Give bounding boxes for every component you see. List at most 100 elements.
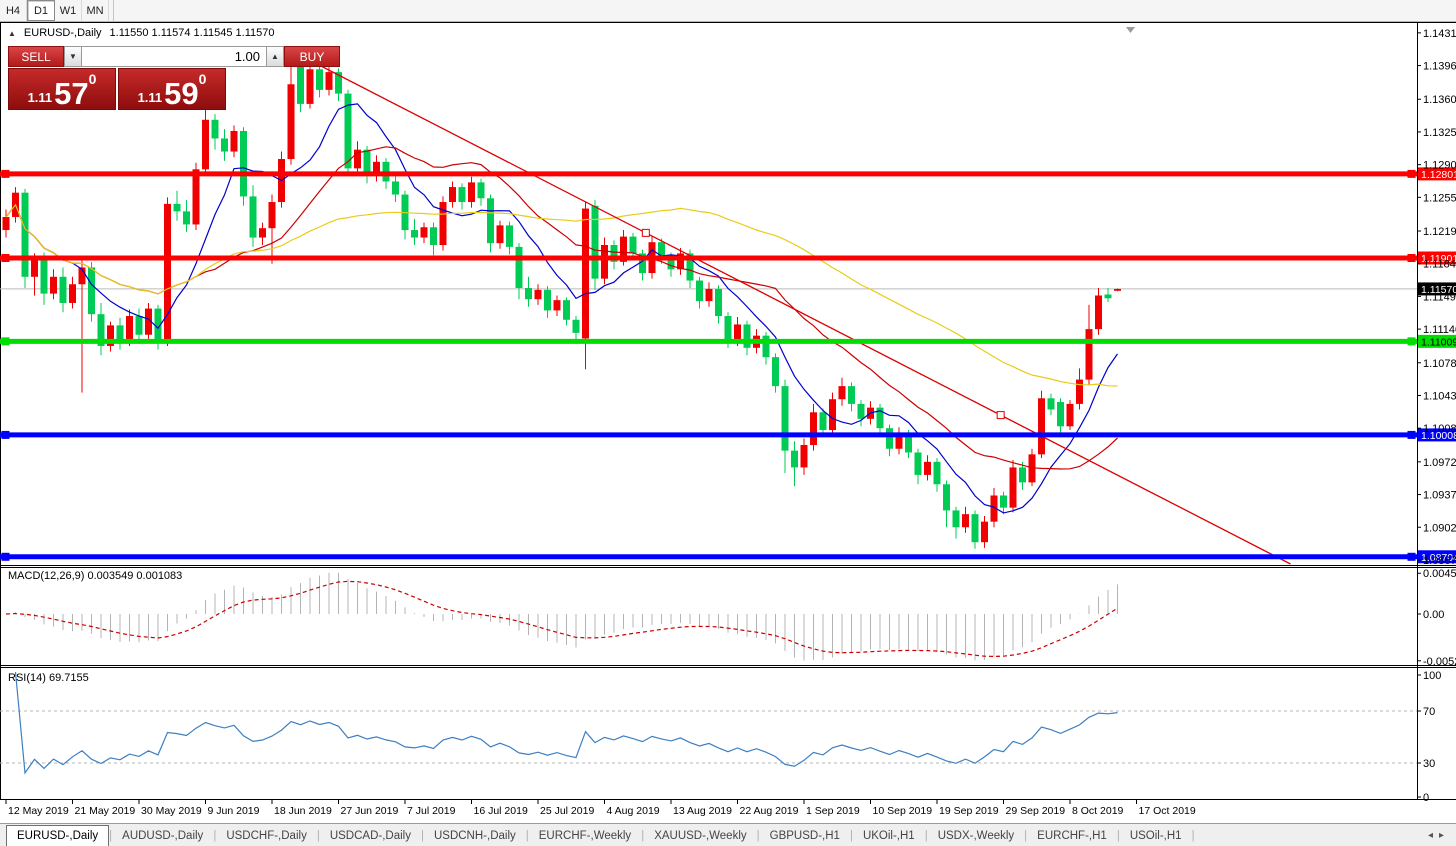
- level-handle-right[interactable]: [1407, 552, 1416, 561]
- price-badge-label: 1.08704: [1421, 552, 1456, 564]
- tab-separator: |: [1116, 829, 1120, 842]
- macd-histogram: [15, 572, 1118, 661]
- tab-gbpusd-h1[interactable]: GBPUSD-,H1: [769, 829, 840, 842]
- date-tick-label: 9 Jun 2019: [208, 805, 260, 817]
- tab-ukoil-h1[interactable]: UKOil-,H1: [862, 829, 915, 842]
- rsi-label: RSI(14) 69.7155: [8, 672, 89, 684]
- sell-price-prefix: 1.11: [27, 90, 53, 106]
- date-tick-label: 22 Aug 2019: [740, 805, 799, 817]
- price-tick-label: 1.10080: [1423, 423, 1456, 435]
- tab-separator: |: [1024, 829, 1028, 842]
- ma-line-55[interactable]: [5, 203, 1118, 387]
- level-handle-right[interactable]: [1407, 430, 1416, 439]
- price-tick-label: 1.14310: [1423, 28, 1456, 40]
- chart-area[interactable]: 1.12801 1.11901 1.11009 1.10008 1.08704 1.143…: [0, 22, 1456, 822]
- tab-eurusd-daily[interactable]: EURUSD-,Daily: [6, 824, 110, 846]
- price-badge: [1418, 167, 1456, 181]
- tab-audusd-daily[interactable]: AUDUSD-,Daily: [122, 829, 204, 842]
- tab-xauusd-weekly[interactable]: XAUUSD-,Weekly: [654, 829, 747, 842]
- timeframe-toolbar: H4 D1 W1 MN: [0, 0, 1456, 22]
- level-handle-left[interactable]: [1, 552, 10, 561]
- tab-separator: |: [213, 829, 217, 842]
- level-handle-right[interactable]: [1407, 254, 1416, 262]
- date-tick-label: 12 May 2019: [8, 805, 69, 817]
- price-badge-label: 1.11901: [1421, 253, 1456, 265]
- price-badge: [1418, 334, 1456, 348]
- collapse-triangle-icon[interactable]: ▲: [8, 28, 16, 38]
- macd-axis-label: -0.005200: [1423, 656, 1456, 668]
- rsi-axis-label: 70: [1423, 706, 1435, 718]
- rsi-line: [14, 671, 1118, 775]
- price-badge-label: 1.12801: [1421, 169, 1456, 181]
- chevron-down-icon: ▼: [69, 52, 77, 61]
- tab-separator: |: [1191, 829, 1195, 842]
- price-badge: [1418, 251, 1456, 265]
- rsi-axis-label: 100: [1423, 670, 1441, 682]
- ma-line-8[interactable]: [5, 103, 1118, 514]
- buy-price-frac: 0: [198, 71, 207, 87]
- level-handle-right[interactable]: [1407, 169, 1416, 178]
- timeframe-button-d1[interactable]: D1: [27, 0, 55, 21]
- trendline-handle[interactable]: [641, 228, 650, 237]
- date-tick-label: 7 Jul 2019: [407, 805, 456, 817]
- level-handle-left[interactable]: [1, 169, 10, 178]
- tab-usdx-weekly[interactable]: USDX-,Weekly: [937, 829, 1015, 842]
- tab-eurchf-h1[interactable]: EURCHF-,H1: [1037, 829, 1107, 842]
- price-tick-label: 1.13600: [1423, 94, 1456, 106]
- chart-shift-marker-icon: [1126, 27, 1135, 33]
- tab-separator: |: [924, 829, 928, 842]
- trendline[interactable]: [290, 50, 1291, 565]
- candles-layer[interactable]: [2, 48, 1122, 549]
- buy-price-box[interactable]: 1.11 59 0: [118, 68, 226, 110]
- level-handle-left[interactable]: [1, 254, 10, 262]
- timeframe-button-mn[interactable]: MN: [82, 0, 109, 21]
- tab-separator: |: [849, 829, 853, 842]
- current-price-label: 1.11570: [1421, 284, 1456, 296]
- tab-separator: |: [420, 829, 424, 842]
- tab-usdcad-daily[interactable]: USDCAD-,Daily: [329, 829, 411, 842]
- date-tick-label: 4 Aug 2019: [607, 805, 660, 817]
- tab-separator: |: [316, 829, 320, 842]
- level-handle-left[interactable]: [1, 430, 10, 439]
- toolbar-divider: [109, 0, 114, 21]
- price-badge: [1418, 550, 1456, 564]
- date-tick-label: 29 Sep 2019: [1006, 805, 1066, 817]
- ma-line-21[interactable]: [5, 146, 1118, 470]
- tab-eurchf-weekly[interactable]: EURCHF-,Weekly: [538, 829, 632, 842]
- tab-usdcnh-daily[interactable]: USDCNH-,Daily: [433, 829, 516, 842]
- tab-separator: |: [756, 829, 760, 842]
- price-tick-label: 1.09370: [1423, 490, 1456, 502]
- tab-usdchf-daily[interactable]: USDCHF-,Daily: [226, 829, 307, 842]
- sell-button[interactable]: SELL: [8, 46, 64, 67]
- price-tick-label: 1.13250: [1423, 127, 1456, 139]
- level-handle-right[interactable]: [1407, 337, 1416, 346]
- macd-axis-label: 0.00: [1423, 609, 1444, 621]
- current-price-badge: [1418, 282, 1456, 296]
- trendline-handle[interactable]: [996, 411, 1005, 420]
- date-tick-label: 16 Jul 2019: [474, 805, 528, 817]
- chevron-up-icon: ▲: [271, 52, 279, 61]
- sell-price-pips: 57: [54, 75, 89, 111]
- date-tick-label: 19 Sep 2019: [939, 805, 999, 817]
- volume-down-button[interactable]: ▼: [64, 46, 82, 67]
- price-tick-label: 1.09020: [1423, 522, 1456, 534]
- rsi-axis-label: 0: [1423, 792, 1429, 804]
- price-tick-label: 1.11840: [1423, 259, 1456, 271]
- tab-scroll-arrows[interactable]: ◂▸: [1427, 830, 1450, 841]
- chart-canvas[interactable]: 1.12801 1.11901 1.11009 1.10008 1.08704 1.143…: [0, 22, 1456, 846]
- price-tick-label: 1.09720: [1423, 457, 1456, 469]
- buy-button[interactable]: BUY: [284, 46, 340, 67]
- level-handle-left[interactable]: [1, 337, 10, 346]
- timeframe-button-h4[interactable]: H4: [0, 0, 27, 21]
- tab-separator: |: [109, 829, 113, 842]
- sell-price-box[interactable]: 1.11 57 0: [8, 68, 116, 110]
- timeframe-button-w1[interactable]: W1: [55, 0, 82, 21]
- price-tick-label: 1.12900: [1423, 160, 1456, 172]
- date-tick-label: 17 Oct 2019: [1139, 805, 1196, 817]
- buy-price-prefix: 1.11: [137, 90, 163, 106]
- volume-up-button[interactable]: ▲: [266, 46, 284, 67]
- tab-usoil-h1[interactable]: USOil-,H1: [1129, 829, 1182, 842]
- volume-input[interactable]: [82, 46, 266, 67]
- price-badge-label: 1.10008: [1421, 430, 1456, 442]
